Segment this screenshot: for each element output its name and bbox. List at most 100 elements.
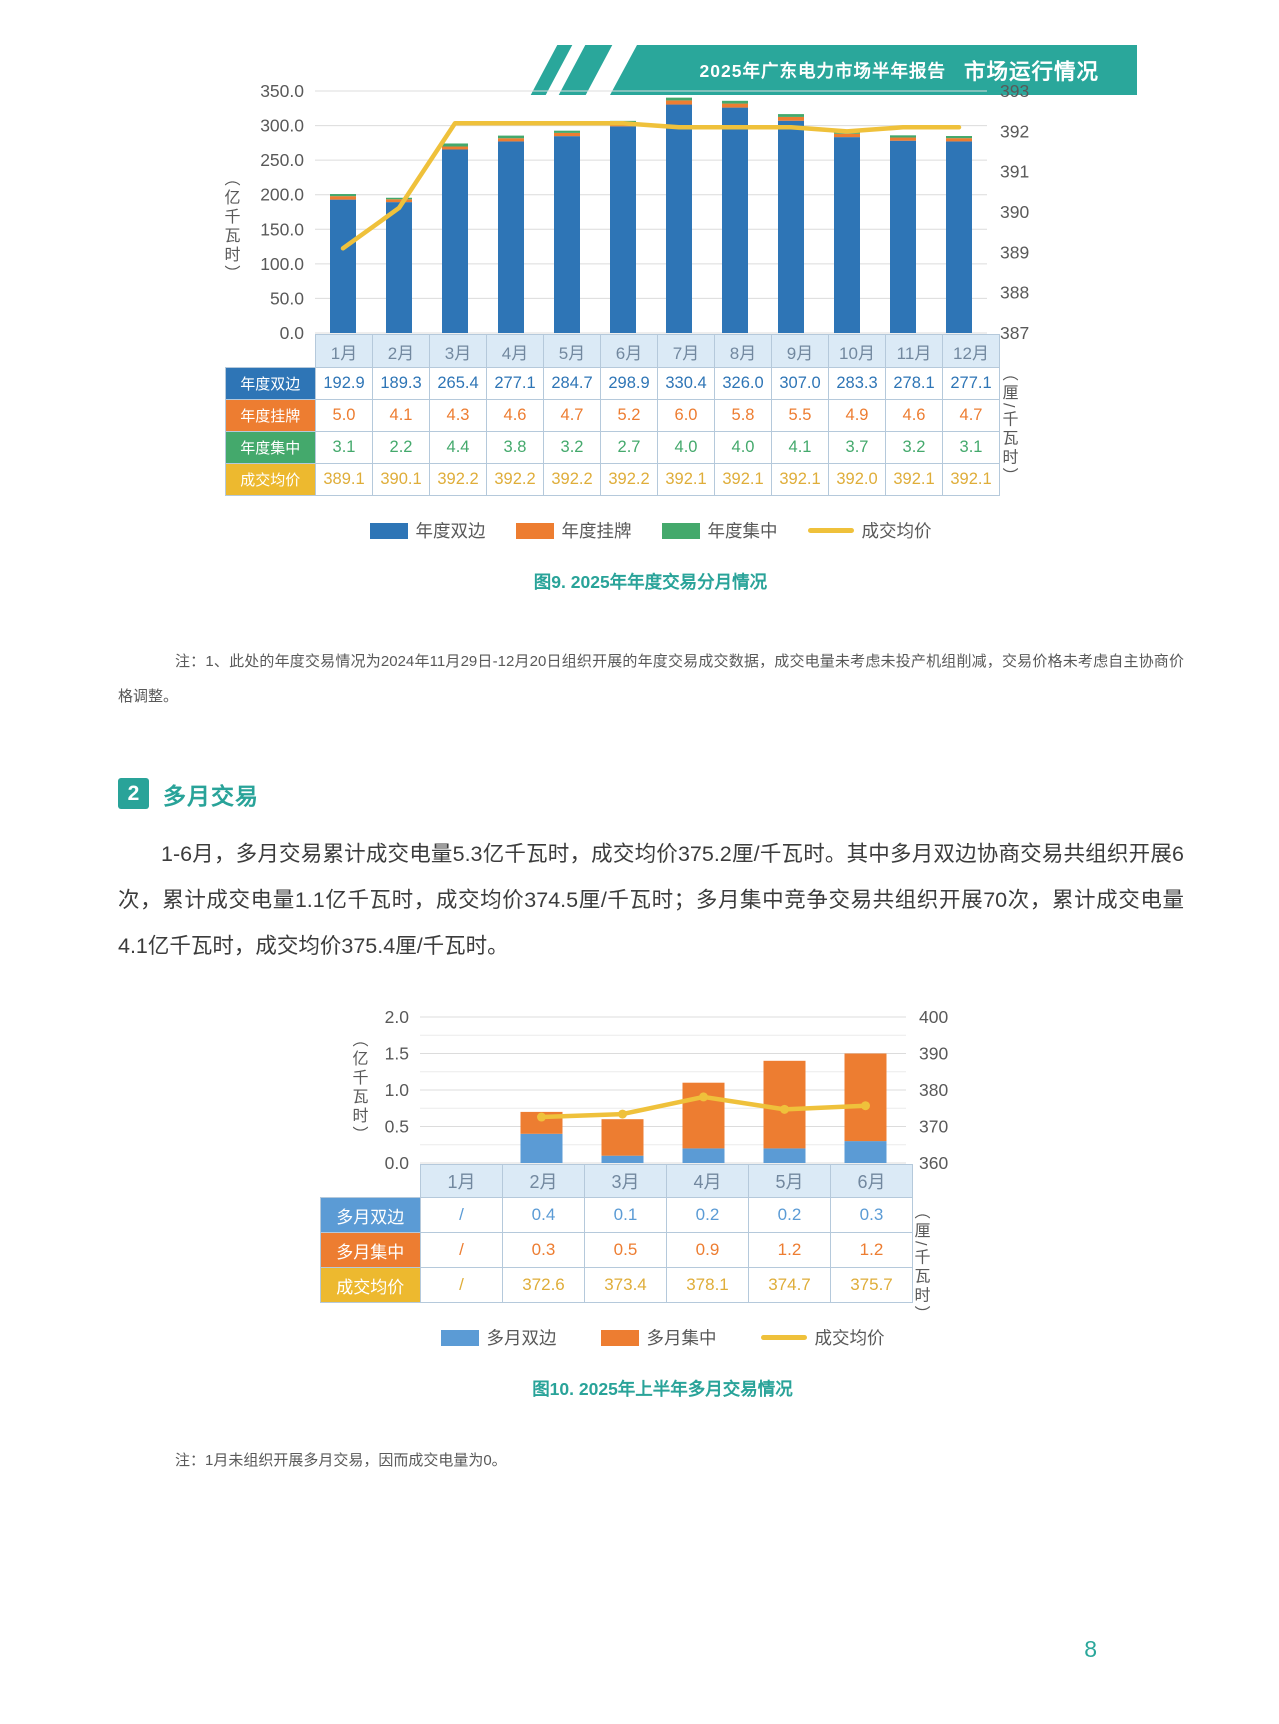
table-row: 多月双边/0.4 0.1 0.2 0.2 0.3 — [319, 1197, 913, 1234]
bar-segment — [763, 1148, 805, 1164]
left-axis-tick-label: 200.0 — [260, 185, 304, 205]
value-cell: 0.5 — [584, 1232, 667, 1269]
value-cell: 392.2 — [429, 463, 487, 496]
left-axis-tick-label: 300.0 — [260, 116, 304, 136]
bar-segment — [665, 104, 692, 333]
right-axis-tick-label: 387 — [1000, 323, 1029, 343]
left-axis-ticks: 0.0 0.5 1.0 1.5 2.0 — [384, 1007, 409, 1173]
figure10-monthly-trading: 0.0 0.5 1.0 1.5 2.0 360 370 380 390 400 （亿千瓦时） （厘… — [50, 1003, 1230, 1401]
bar-segment — [665, 97, 692, 101]
section-2-header: 2 多月交易 — [118, 777, 1279, 811]
value-cell: 284.7 — [543, 367, 601, 400]
value-cell: 0.4 — [502, 1197, 585, 1234]
value-cell: 392.1 — [942, 463, 1000, 496]
value-cell: 0.3 — [830, 1197, 913, 1234]
legend-color-swatch-icon — [515, 522, 554, 539]
bar-segment — [682, 1148, 724, 1164]
legend-color-swatch-icon — [440, 1329, 479, 1346]
row-label: 成交均价 — [319, 1267, 421, 1304]
value-cell: 5.2 — [600, 399, 658, 432]
bar-segment — [497, 141, 524, 333]
left-axis-tick-label: 0.0 — [279, 323, 304, 343]
value-cell: 390.1 — [372, 463, 430, 496]
month-header-cell: 2月 — [502, 1164, 585, 1199]
right-axis-ticks: 387 388 389 390 391 392 393 — [1000, 81, 1029, 343]
bar-segment — [497, 138, 524, 142]
value-cell: 0.9 — [666, 1232, 749, 1269]
bar-segment — [601, 1119, 643, 1156]
value-cell: 1.2 — [830, 1232, 913, 1269]
bar-segment — [844, 1141, 886, 1164]
left-axis-tick-label: 2.0 — [384, 1007, 409, 1027]
legend-item: 年度挂牌 — [515, 518, 632, 543]
row-label: 多月双边 — [319, 1197, 421, 1234]
price-point — [860, 1101, 870, 1111]
figure9-right-axis-title: （厘/千瓦时） — [999, 365, 1017, 487]
month-header-cell: 4月 — [666, 1164, 749, 1199]
bar-segment — [385, 197, 412, 200]
value-cell: 0.1 — [584, 1197, 667, 1234]
bar-segment — [833, 137, 860, 333]
legend-label: 年度集中 — [707, 521, 778, 541]
value-cell: 3.1 — [315, 431, 373, 464]
bar-segment — [553, 132, 580, 137]
month-header-cell: 3月 — [429, 334, 487, 368]
bar-segment — [777, 116, 804, 121]
legend-item: 多月双边 — [440, 1325, 557, 1350]
month-header-cell: 5月 — [543, 334, 601, 368]
right-axis-tick-label: 390 — [919, 1044, 948, 1064]
bar-segment — [441, 149, 468, 333]
month-header-cell: 1月 — [315, 334, 373, 368]
bar-segment — [385, 202, 412, 333]
value-cell: 283.3 — [828, 367, 886, 400]
value-cell: 307.0 — [771, 367, 829, 400]
month-header-cell: 6月 — [830, 1164, 913, 1199]
figure10-legend: 多月双边 多月集中 成交均价 — [420, 1325, 906, 1350]
month-header-cell: 1月 — [420, 1164, 503, 1199]
month-header-cell: 6月 — [600, 334, 658, 368]
value-cell: 0.2 — [666, 1197, 749, 1234]
value-cell: 378.1 — [666, 1267, 749, 1304]
bar-segment — [329, 194, 356, 197]
price-point — [698, 1092, 708, 1102]
value-cell: 4.1 — [372, 399, 430, 432]
value-cell: 3.8 — [486, 431, 544, 464]
left-axis-tick-label: 0.0 — [384, 1153, 409, 1173]
legend-label: 多月集中 — [646, 1328, 717, 1349]
value-cell: 326.0 — [714, 367, 772, 400]
value-cell: 0.2 — [748, 1197, 831, 1234]
value-cell: 4.6 — [486, 399, 544, 432]
figure10-caption: 图10. 2025年上半年多月交易情况 — [532, 1379, 793, 1400]
value-cell: 4.7 — [543, 399, 601, 432]
section-2-paragraph: 1-6月，多月交易累计成交电量5.3亿千瓦时，成交均价375.2厘/千瓦时。其中… — [118, 841, 1184, 958]
left-axis-ticks: 0.0 50.0 100.0 150.0 200.0 250.0 300.0 350.0 — [260, 81, 304, 343]
right-axis-tick-label: 400 — [919, 1007, 948, 1027]
bar-segment — [553, 130, 580, 133]
value-cell: 189.3 — [372, 367, 430, 400]
bar-segment — [763, 1060, 805, 1149]
left-axis-tick-label: 1.5 — [384, 1044, 408, 1064]
right-axis-tick-label: 391 — [1000, 162, 1029, 182]
table-row: 年度集中 3.1 2.2 4.4 3.8 3.2 2.7 4.0 4.0 4.1 3.7 3.2 3.1 — [224, 431, 1000, 464]
section-badge: 市场运行情况 — [963, 59, 1099, 84]
month-header-cell: 10月 — [828, 334, 886, 368]
bar-segment — [945, 136, 972, 139]
value-cell: 392.0 — [828, 463, 886, 496]
legend-item: 多月集中 — [600, 1325, 717, 1350]
value-cell: 5.0 — [315, 399, 373, 432]
value-cell: 375.7 — [830, 1267, 913, 1304]
value-cell: 3.1 — [942, 431, 1000, 464]
bar-segment — [497, 135, 524, 139]
section-number-badge: 2 — [118, 778, 149, 809]
header-banner-main: 2025年广东电力市场半年报告 市场运行情况 — [610, 45, 1137, 95]
value-cell: 277.1 — [486, 367, 544, 400]
table-row: 多月集中/0.3 0.5 0.9 1.2 1.2 — [319, 1232, 913, 1269]
value-cell: / — [420, 1232, 503, 1269]
bar-segment — [385, 199, 412, 203]
value-cell: 392.1 — [714, 463, 772, 496]
bar-segment — [441, 143, 468, 147]
value-cell: 277.1 — [942, 367, 1000, 400]
value-cell: 4.6 — [885, 399, 943, 432]
bar-segment — [833, 133, 860, 138]
figure9-caption: 图9. 2025年年度交易分月情况 — [533, 572, 768, 592]
